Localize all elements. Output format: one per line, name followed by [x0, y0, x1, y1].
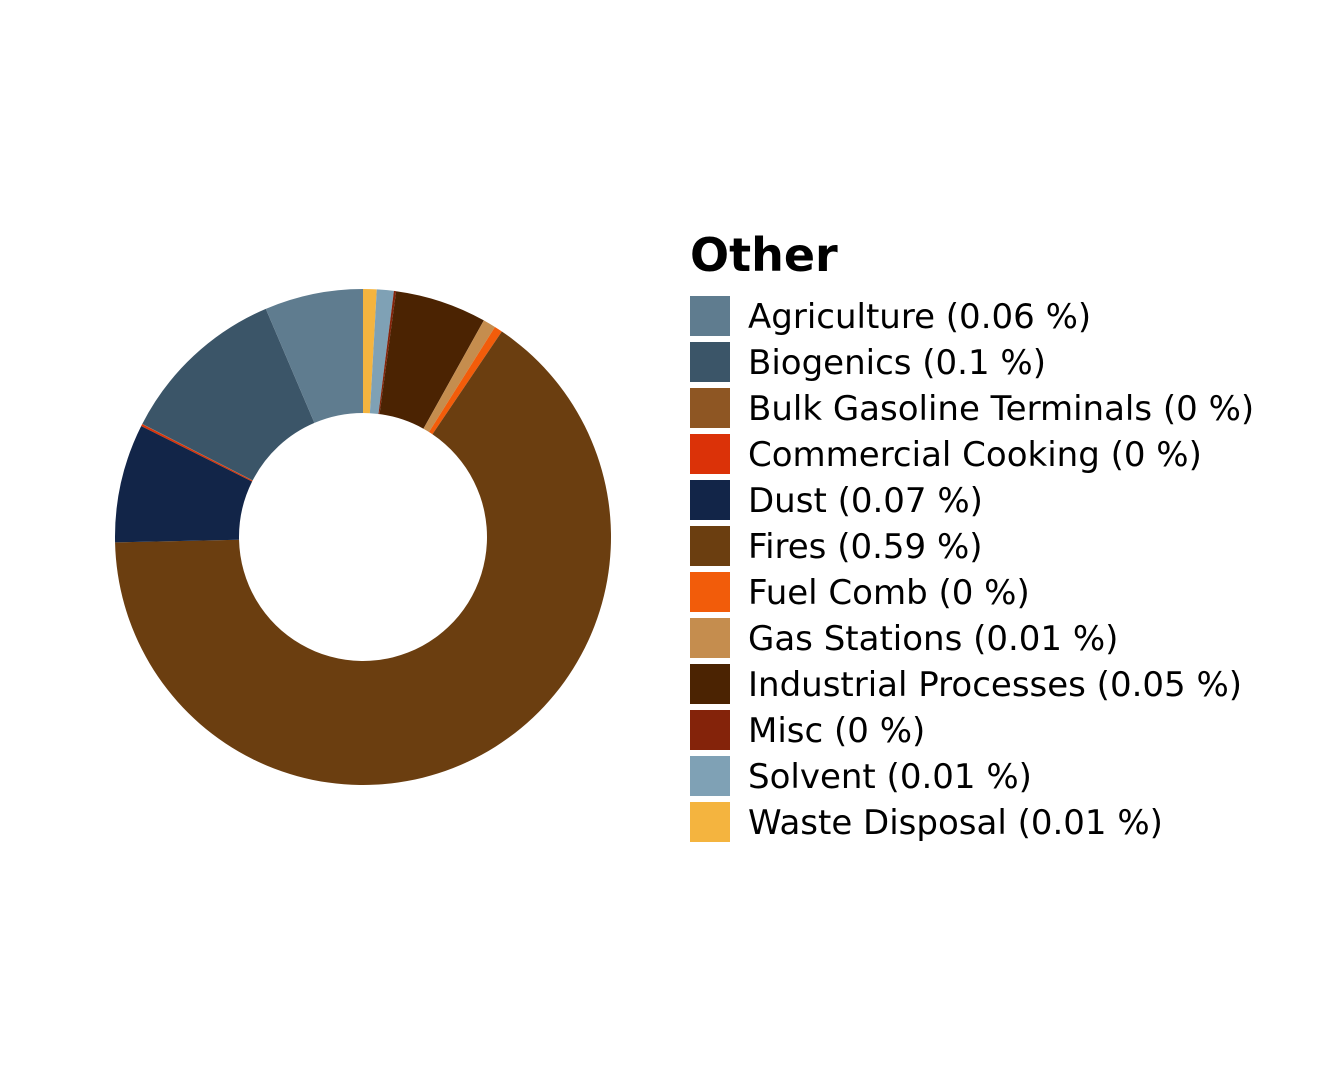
legend-item-dust: Dust (0.07 %) — [690, 478, 1330, 524]
legend-swatch-biogenics — [690, 342, 732, 384]
legend-label-commercial-cooking: Commercial Cooking (0 %) — [748, 435, 1202, 475]
legend-label-agriculture: Agriculture (0.06 %) — [748, 297, 1092, 337]
legend-swatch-fuel-comb — [690, 572, 732, 614]
donut-slices — [115, 288, 612, 786]
legend-label-biogenics: Biogenics (0.1 %) — [748, 343, 1046, 383]
slice-fuel-comb — [428, 327, 502, 435]
legend-item-agriculture: Agriculture (0.06 %) — [690, 294, 1330, 340]
legend-swatch-industrial-processes — [690, 664, 732, 706]
slice-dust — [115, 425, 253, 543]
legend-swatch-bulk-gasoline-terminals — [690, 388, 732, 430]
legend-label-solvent: Solvent (0.01 %) — [748, 757, 1032, 797]
legend-item-biogenics: Biogenics (0.1 %) — [690, 340, 1330, 386]
legend-label-fuel-comb: Fuel Comb (0 %) — [748, 573, 1030, 613]
legend-swatch-dust — [690, 480, 732, 522]
slice-gas-stations — [423, 320, 495, 432]
legend-label-fires: Fires (0.59 %) — [748, 527, 983, 567]
legend-label-industrial-processes: Industrial Processes (0.05 %) — [748, 665, 1243, 705]
legend-item-gas-stations: Gas Stations (0.01 %) — [690, 616, 1330, 662]
slice-agriculture — [265, 289, 363, 423]
legend-item-solvent: Solvent (0.01 %) — [690, 754, 1330, 800]
legend-item-commercial-cooking: Commercial Cooking (0 %) — [690, 432, 1330, 478]
legend-swatch-commercial-cooking — [690, 434, 732, 476]
slice-misc — [378, 290, 397, 415]
legend-swatch-gas-stations — [690, 618, 732, 660]
legend-swatch-agriculture — [690, 296, 732, 338]
legend-label-waste-disposal: Waste Disposal (0.01 %) — [748, 803, 1163, 843]
legend-swatch-waste-disposal — [690, 802, 732, 844]
legend-item-fuel-comb: Fuel Comb (0 %) — [690, 570, 1330, 616]
legend-label-bulk-gasoline-terminals: Bulk Gasoline Terminals (0 %) — [748, 389, 1255, 429]
slice-solvent — [369, 289, 394, 414]
slice-commercial-cooking — [141, 424, 253, 482]
legend: Other Agriculture (0.06 %) Biogenics (0.1… — [690, 226, 1330, 846]
legend-title: Other — [690, 228, 838, 282]
legend-item-bulk-gasoline-terminals: Bulk Gasoline Terminals (0 %) — [690, 386, 1330, 432]
legend-label-dust: Dust (0.07 %) — [748, 481, 983, 521]
slice-industrial-processes — [379, 291, 484, 429]
slice-fires — [115, 331, 612, 786]
legend-label-misc: Misc (0 %) — [748, 711, 926, 751]
legend-swatch-solvent — [690, 756, 732, 798]
legend-item-waste-disposal: Waste Disposal (0.01 %) — [690, 800, 1330, 846]
legend-swatch-misc — [690, 710, 732, 752]
legend-swatch-fires — [690, 526, 732, 568]
legend-items: Agriculture (0.06 %) Biogenics (0.1 %) Bul… — [690, 294, 1330, 846]
legend-item-fires: Fires (0.59 %) — [690, 524, 1330, 570]
legend-item-industrial-processes: Industrial Processes (0.05 %) — [690, 662, 1330, 708]
slice-bulk-gasoline-terminals — [142, 423, 253, 481]
slice-biogenics — [142, 308, 315, 481]
slice-waste-disposal — [363, 288, 377, 414]
legend-item-misc: Misc (0 %) — [690, 708, 1330, 754]
legend-label-gas-stations: Gas Stations (0.01 %) — [748, 619, 1119, 659]
